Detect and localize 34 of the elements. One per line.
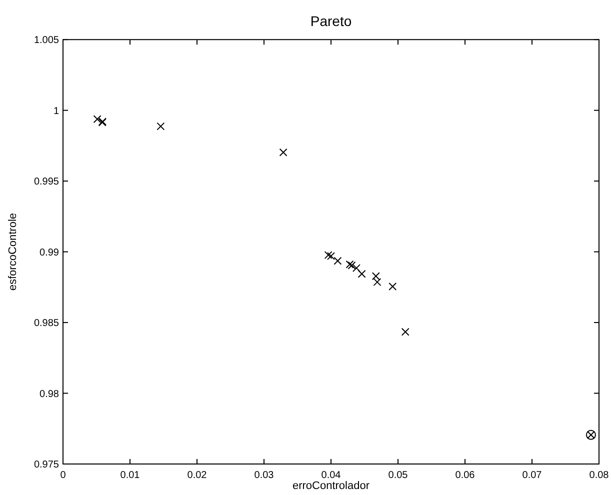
x-tick-label: 0.05	[388, 470, 408, 481]
point	[358, 270, 366, 278]
point	[324, 251, 332, 260]
x-axis-title: erroControlador	[292, 480, 370, 492]
y-tick-label: 0.985	[34, 318, 60, 330]
x-tick-label: 0.01	[120, 470, 140, 481]
point	[586, 430, 596, 440]
y-axis-title: esforcoControle	[7, 212, 19, 291]
point	[156, 122, 165, 130]
x-tick-label: 0	[60, 470, 66, 481]
chart-title: Pareto	[310, 13, 352, 29]
point	[388, 282, 397, 290]
point	[401, 328, 410, 336]
point	[279, 148, 288, 156]
x-tick-label: 0.02	[187, 470, 208, 481]
x-tick-label: 0.03	[254, 470, 274, 481]
y-tick-label: 0.975	[34, 460, 60, 470]
point	[346, 260, 354, 268]
point	[348, 261, 356, 270]
y-tick-label: 1.005	[34, 35, 60, 46]
x-tick-label: 0.06	[455, 470, 476, 481]
point	[334, 256, 342, 265]
x-tick-label: 0.08	[589, 470, 610, 481]
point	[372, 272, 380, 280]
y-tick-label: 0.99	[40, 247, 60, 258]
point	[352, 264, 360, 272]
y-tick-label: 1	[53, 106, 60, 117]
point	[373, 278, 382, 286]
x-tick-label: 0.07	[522, 470, 542, 481]
x-tick-label: 0.04	[321, 470, 342, 481]
y-tick-label: 0.995	[34, 176, 60, 188]
y-tick-label: 0.98	[40, 388, 60, 400]
point	[93, 115, 102, 124]
point	[327, 252, 335, 260]
